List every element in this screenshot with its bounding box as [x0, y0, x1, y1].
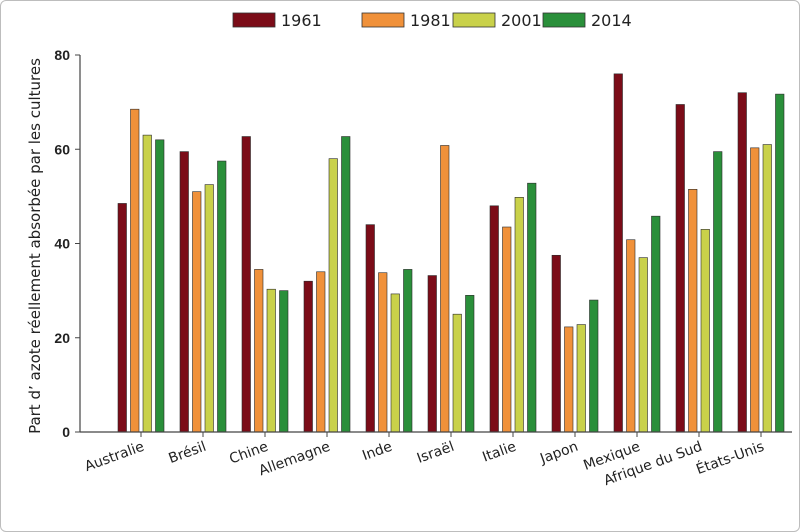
bar-Japon-1981: [564, 326, 574, 433]
bar-Afrique du Sud-1981: [688, 189, 698, 433]
y-tick-label: 80: [54, 47, 70, 63]
y-tick-label: 0: [62, 424, 70, 440]
bar-Allemagne-2001: [328, 158, 338, 433]
legend-swatch-2001: [452, 12, 496, 28]
bar-États-Unis-1981: [750, 147, 760, 433]
bar-Inde-2001: [390, 293, 400, 433]
legend-swatch-1961: [232, 12, 276, 28]
bar-Israël-2014: [465, 295, 475, 433]
bar-Mexique-1981: [626, 239, 636, 433]
bar-Israël-2001: [452, 313, 462, 433]
bar-États-Unis-2014: [775, 93, 785, 433]
bar-Brésil-1981: [192, 191, 202, 433]
bar-Japon-1961: [551, 254, 561, 433]
bar-Israël-1981: [440, 145, 450, 433]
x-tick-label: États-Unis: [694, 438, 767, 478]
bar-Inde-1961: [365, 224, 375, 433]
bar-Chine-1981: [254, 269, 264, 433]
bar-États-Unis-1961: [737, 92, 747, 433]
bar-Afrique du Sud-2001: [700, 229, 710, 433]
bar-Allemagne-1981: [316, 271, 326, 433]
bar-Chine-2001: [266, 288, 276, 433]
bar-Inde-2014: [403, 269, 413, 433]
bar-Allemagne-2014: [341, 136, 351, 433]
x-tick-label: Japon: [537, 439, 580, 468]
legend-label-2001: 2001: [501, 11, 542, 30]
bar-Brésil-2001: [204, 184, 214, 433]
x-tick-label: Israël: [415, 439, 456, 467]
bar-Australie-2014: [155, 139, 165, 433]
bar-Italie-2014: [527, 182, 537, 433]
bar-États-Unis-2001: [762, 144, 772, 433]
bar-Japon-2001: [576, 324, 586, 433]
bar-Italie-1961: [489, 205, 499, 433]
bar-Inde-1981: [378, 272, 388, 433]
bar-Australie-1981: [130, 108, 140, 433]
legend-label-1981: 1981: [410, 11, 451, 30]
legend-swatch-1981: [361, 12, 405, 28]
bar-Chine-1961: [241, 136, 251, 433]
bars: [117, 73, 785, 433]
bar-Italie-2001: [514, 197, 524, 433]
y-tick-label: 20: [54, 330, 70, 346]
bar-Allemagne-1961: [303, 280, 313, 433]
legend-label-2014: 2014: [591, 11, 632, 30]
bar-Australie-1961: [117, 203, 127, 433]
bar-Mexique-2014: [651, 215, 661, 433]
x-tick-label: Italie: [480, 439, 518, 466]
legend-swatch-2014: [542, 12, 586, 28]
bar-Chine-2014: [279, 290, 289, 433]
legend-label-1961: 1961: [281, 11, 322, 30]
bar-Australie-2001: [142, 134, 152, 433]
x-tick-label: Australie: [83, 439, 147, 475]
bar-Afrique du Sud-1961: [675, 104, 685, 433]
bar-Italie-1981: [502, 226, 512, 433]
bar-Afrique du Sud-2014: [713, 151, 723, 433]
bar-Mexique-2001: [638, 257, 648, 433]
x-tick-label: Inde: [360, 439, 394, 464]
y-tick-label: 60: [54, 141, 70, 157]
y-axis-label: Part d’ azote réellement absorbée par le…: [26, 58, 44, 434]
bar-Mexique-1961: [613, 73, 623, 433]
bar-Japon-2014: [589, 299, 599, 433]
bar-Israël-1961: [427, 275, 437, 433]
bar-Brésil-1961: [179, 151, 189, 433]
y-axis: 0 20 40 60 80: [54, 47, 81, 440]
bar-Brésil-2014: [217, 160, 227, 433]
y-tick-label: 40: [54, 236, 70, 252]
x-tick-label: Brésil: [166, 439, 208, 467]
x-tick-label: Allemagne: [257, 439, 333, 480]
legend: 1961 1981 2001 2014: [232, 11, 632, 30]
